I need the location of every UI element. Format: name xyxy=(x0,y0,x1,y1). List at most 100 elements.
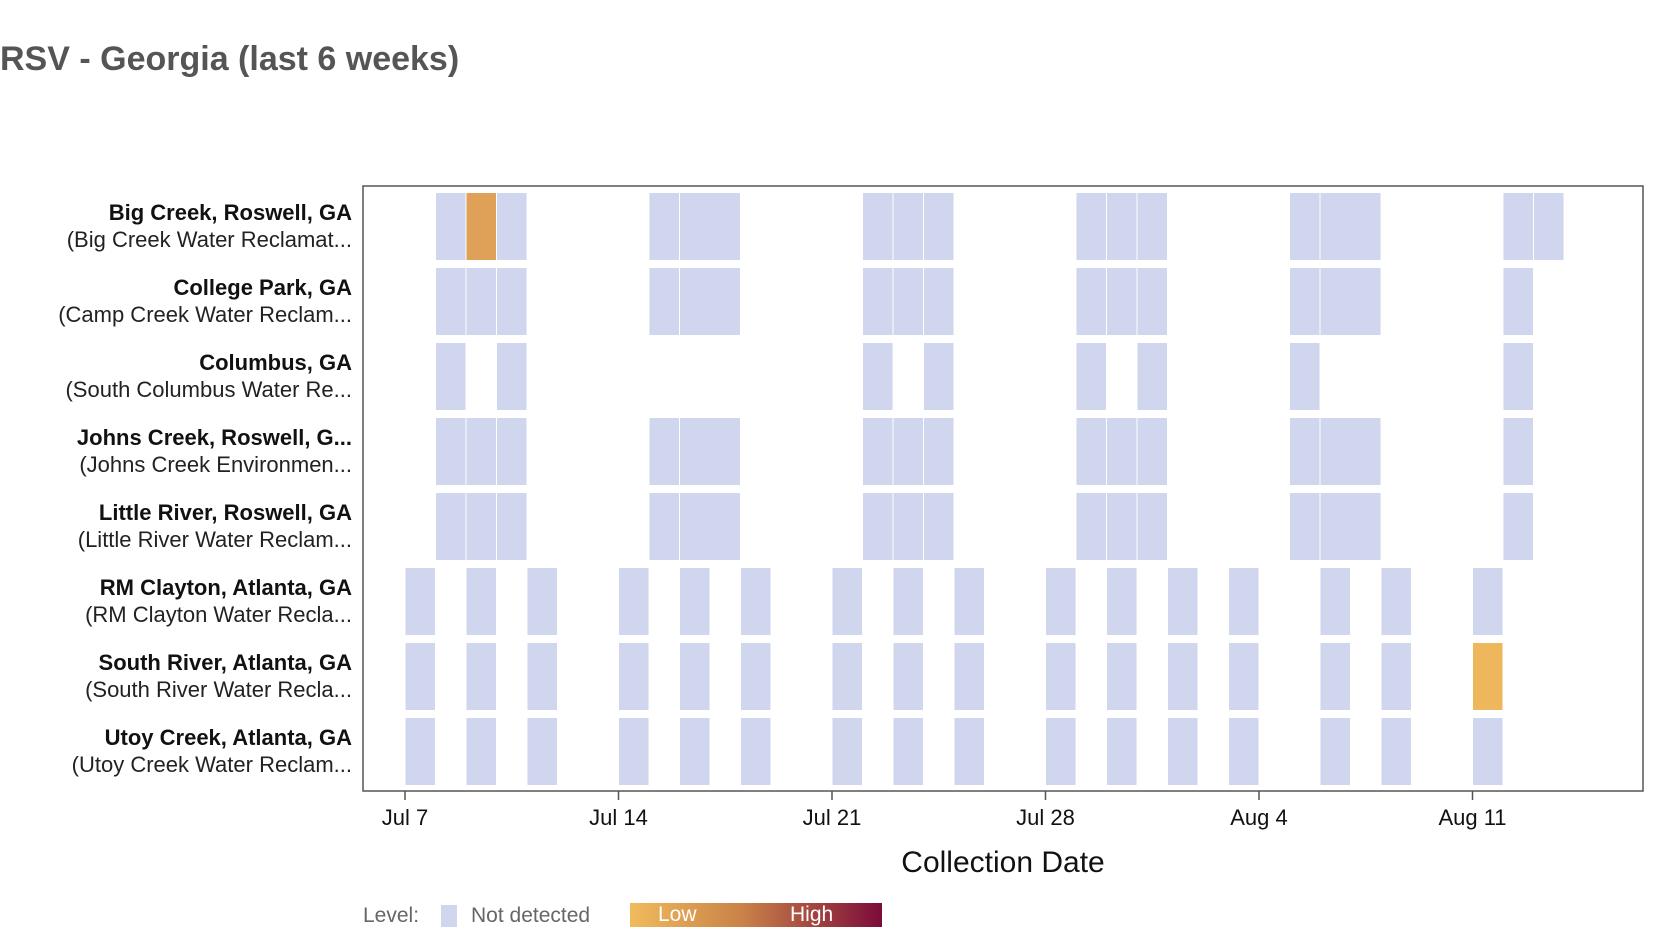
cell-utoy-creek-atlanta-ga-2024-07-11[interactable]: Utoy Creek, Atlanta, GA 2024-07-11: Not … xyxy=(527,718,558,785)
cell-college-park-ga-2024-08-12[interactable]: College Park, GA 2024-08-12: Not detecte… xyxy=(1503,268,1534,335)
cell-big-creek-roswell-ga-2024-07-09[interactable]: Big Creek, Roswell, GA 2024-07-09: Low xyxy=(466,193,497,260)
cell-college-park-ga-2024-07-15[interactable]: College Park, GA 2024-07-15: Not detecte… xyxy=(649,268,680,335)
cell-rm-clayton-atlanta-ga-2024-07-18[interactable]: RM Clayton, Atlanta, GA 2024-07-18: Not … xyxy=(741,568,771,635)
cell-little-river-roswell-ga-2024-07-16[interactable]: Little River, Roswell, GA 2024-07-16: No… xyxy=(680,493,740,560)
cell-little-river-roswell-ga-2024-08-06[interactable]: Little River, Roswell, GA 2024-08-06: No… xyxy=(1320,493,1381,560)
cell-south-river-atlanta-ga-2024-07-11[interactable]: South River, Atlanta, GA 2024-07-11: Not… xyxy=(527,643,558,710)
cell-little-river-roswell-ga-2024-08-12[interactable]: Little River, Roswell, GA 2024-08-12: No… xyxy=(1503,493,1534,560)
cell-columbus-ga-2024-08-05[interactable]: Columbus, GA 2024-08-05: Not detected xyxy=(1290,343,1320,410)
cell-little-river-roswell-ga-2024-07-10[interactable]: Little River, Roswell, GA 2024-07-10: No… xyxy=(497,493,527,560)
cell-johns-creek-roswell-ga-2024-07-08[interactable]: Johns Creek, Roswell, GA 2024-07-08: Not… xyxy=(436,418,466,485)
cell-rm-clayton-atlanta-ga-2024-07-16[interactable]: RM Clayton, Atlanta, GA 2024-07-16: Not … xyxy=(680,568,710,635)
cell-south-river-atlanta-ga-2024-07-09[interactable]: South River, Atlanta, GA 2024-07-09: Not… xyxy=(466,643,497,710)
cell-columbus-ga-2024-07-08[interactable]: Columbus, GA 2024-07-08: Not detected xyxy=(436,343,466,410)
cell-south-river-atlanta-ga-2024-07-23[interactable]: South River, Atlanta, GA 2024-07-23: Not… xyxy=(893,643,924,710)
cell-south-river-atlanta-ga-2024-07-21[interactable]: South River, Atlanta, GA 2024-07-21: Not… xyxy=(832,643,863,710)
cell-big-creek-roswell-ga-2024-08-13[interactable]: Big Creek, Roswell, GA 2024-08-13: Not d… xyxy=(1534,193,1564,260)
cell-college-park-ga-2024-07-09[interactable]: College Park, GA 2024-07-09: Not detecte… xyxy=(466,268,497,335)
cell-rm-clayton-atlanta-ga-2024-08-08[interactable]: RM Clayton, Atlanta, GA 2024-08-08: Not … xyxy=(1381,568,1412,635)
cell-utoy-creek-atlanta-ga-2024-08-11[interactable]: Utoy Creek, Atlanta, GA 2024-08-11: Not … xyxy=(1473,718,1503,785)
cell-utoy-creek-atlanta-ga-2024-07-21[interactable]: Utoy Creek, Atlanta, GA 2024-07-21: Not … xyxy=(832,718,863,785)
cell-utoy-creek-atlanta-ga-2024-08-03[interactable]: Utoy Creek, Atlanta, GA 2024-08-03: Not … xyxy=(1229,718,1259,785)
cell-johns-creek-roswell-ga-2024-07-16[interactable]: Johns Creek, Roswell, GA 2024-07-16: Not… xyxy=(680,418,740,485)
cell-utoy-creek-atlanta-ga-2024-07-14[interactable]: Utoy Creek, Atlanta, GA 2024-07-14: Not … xyxy=(619,718,649,785)
cell-south-river-atlanta-ga-2024-07-14[interactable]: South River, Atlanta, GA 2024-07-14: Not… xyxy=(619,643,649,710)
cell-johns-creek-roswell-ga-2024-07-29[interactable]: Johns Creek, Roswell, GA 2024-07-29: Not… xyxy=(1076,418,1107,485)
cell-rm-clayton-atlanta-ga-2024-08-03[interactable]: RM Clayton, Atlanta, GA 2024-08-03: Not … xyxy=(1229,568,1259,635)
cell-utoy-creek-atlanta-ga-2024-08-01[interactable]: Utoy Creek, Atlanta, GA 2024-08-01: Not … xyxy=(1168,718,1198,785)
cell-big-creek-roswell-ga-2024-07-22[interactable]: Big Creek, Roswell, GA 2024-07-22: Not d… xyxy=(863,193,893,260)
cell-johns-creek-roswell-ga-2024-07-10[interactable]: Johns Creek, Roswell, GA 2024-07-10: Not… xyxy=(497,418,527,485)
cell-big-creek-roswell-ga-2024-07-16[interactable]: Big Creek, Roswell, GA 2024-07-16: Not d… xyxy=(680,193,740,260)
cell-rm-clayton-atlanta-ga-2024-07-28[interactable]: RM Clayton, Atlanta, GA 2024-07-28: Not … xyxy=(1046,568,1076,635)
cell-little-river-roswell-ga-2024-07-23[interactable]: Little River, Roswell, GA 2024-07-23: No… xyxy=(893,493,924,560)
cell-rm-clayton-atlanta-ga-2024-07-30[interactable]: RM Clayton, Atlanta, GA 2024-07-30: Not … xyxy=(1107,568,1137,635)
cell-johns-creek-roswell-ga-2024-08-12[interactable]: Johns Creek, Roswell, GA 2024-08-12: Not… xyxy=(1503,418,1534,485)
cell-rm-clayton-atlanta-ga-2024-07-09[interactable]: RM Clayton, Atlanta, GA 2024-07-09: Not … xyxy=(466,568,497,635)
cell-rm-clayton-atlanta-ga-2024-07-25[interactable]: RM Clayton, Atlanta, GA 2024-07-25: Not … xyxy=(954,568,985,635)
cell-rm-clayton-atlanta-ga-2024-08-01[interactable]: RM Clayton, Atlanta, GA 2024-08-01: Not … xyxy=(1168,568,1198,635)
cell-big-creek-roswell-ga-2024-07-24[interactable]: Big Creek, Roswell, GA 2024-07-24: Not d… xyxy=(924,193,954,260)
cell-utoy-creek-atlanta-ga-2024-07-09[interactable]: Utoy Creek, Atlanta, GA 2024-07-09: Not … xyxy=(466,718,497,785)
cell-johns-creek-roswell-ga-2024-08-05[interactable]: Johns Creek, Roswell, GA 2024-08-05: Not… xyxy=(1290,418,1320,485)
cell-big-creek-roswell-ga-2024-07-23[interactable]: Big Creek, Roswell, GA 2024-07-23: Not d… xyxy=(893,193,924,260)
cell-big-creek-roswell-ga-2024-08-06[interactable]: Big Creek, Roswell, GA 2024-08-06: Not d… xyxy=(1320,193,1381,260)
cell-johns-creek-roswell-ga-2024-07-22[interactable]: Johns Creek, Roswell, GA 2024-07-22: Not… xyxy=(863,418,893,485)
cell-johns-creek-roswell-ga-2024-07-31[interactable]: Johns Creek, Roswell, GA 2024-07-31: Not… xyxy=(1137,418,1168,485)
cell-south-river-atlanta-ga-2024-08-01[interactable]: South River, Atlanta, GA 2024-08-01: Not… xyxy=(1168,643,1198,710)
cell-utoy-creek-atlanta-ga-2024-07-18[interactable]: Utoy Creek, Atlanta, GA 2024-07-18: Not … xyxy=(741,718,771,785)
cell-big-creek-roswell-ga-2024-08-05[interactable]: Big Creek, Roswell, GA 2024-08-05: Not d… xyxy=(1290,193,1320,260)
cell-college-park-ga-2024-07-16[interactable]: College Park, GA 2024-07-16: Not detecte… xyxy=(680,268,740,335)
cell-little-river-roswell-ga-2024-07-22[interactable]: Little River, Roswell, GA 2024-07-22: No… xyxy=(863,493,893,560)
cell-big-creek-roswell-ga-2024-07-10[interactable]: Big Creek, Roswell, GA 2024-07-10: Not d… xyxy=(497,193,527,260)
cell-johns-creek-roswell-ga-2024-07-23[interactable]: Johns Creek, Roswell, GA 2024-07-23: Not… xyxy=(893,418,924,485)
cell-johns-creek-roswell-ga-2024-07-30[interactable]: Johns Creek, Roswell, GA 2024-07-30: Not… xyxy=(1107,418,1137,485)
cell-rm-clayton-atlanta-ga-2024-07-14[interactable]: RM Clayton, Atlanta, GA 2024-07-14: Not … xyxy=(619,568,649,635)
cell-little-river-roswell-ga-2024-07-15[interactable]: Little River, Roswell, GA 2024-07-15: No… xyxy=(649,493,680,560)
cell-utoy-creek-atlanta-ga-2024-07-28[interactable]: Utoy Creek, Atlanta, GA 2024-07-28: Not … xyxy=(1046,718,1076,785)
cell-utoy-creek-atlanta-ga-2024-07-30[interactable]: Utoy Creek, Atlanta, GA 2024-07-30: Not … xyxy=(1107,718,1137,785)
cell-college-park-ga-2024-08-06[interactable]: College Park, GA 2024-08-06: Not detecte… xyxy=(1320,268,1381,335)
cell-rm-clayton-atlanta-ga-2024-07-07[interactable]: RM Clayton, Atlanta, GA 2024-07-07: Not … xyxy=(405,568,436,635)
cell-college-park-ga-2024-07-30[interactable]: College Park, GA 2024-07-30: Not detecte… xyxy=(1107,268,1137,335)
cell-rm-clayton-atlanta-ga-2024-08-11[interactable]: RM Clayton, Atlanta, GA 2024-08-11: Not … xyxy=(1473,568,1503,635)
cell-south-river-atlanta-ga-2024-07-16[interactable]: South River, Atlanta, GA 2024-07-16: Not… xyxy=(680,643,710,710)
cell-little-river-roswell-ga-2024-07-30[interactable]: Little River, Roswell, GA 2024-07-30: No… xyxy=(1107,493,1137,560)
cell-south-river-atlanta-ga-2024-08-11[interactable]: South River, Atlanta, GA 2024-08-11: Low xyxy=(1473,643,1503,710)
cell-college-park-ga-2024-07-08[interactable]: College Park, GA 2024-07-08: Not detecte… xyxy=(436,268,466,335)
cell-little-river-roswell-ga-2024-07-09[interactable]: Little River, Roswell, GA 2024-07-09: No… xyxy=(466,493,497,560)
cell-college-park-ga-2024-07-24[interactable]: College Park, GA 2024-07-24: Not detecte… xyxy=(924,268,954,335)
cell-south-river-atlanta-ga-2024-07-28[interactable]: South River, Atlanta, GA 2024-07-28: Not… xyxy=(1046,643,1076,710)
cell-south-river-atlanta-ga-2024-08-06[interactable]: South River, Atlanta, GA 2024-08-06: Not… xyxy=(1320,643,1351,710)
cell-columbus-ga-2024-07-24[interactable]: Columbus, GA 2024-07-24: Not detected xyxy=(924,343,954,410)
cell-columbus-ga-2024-07-31[interactable]: Columbus, GA 2024-07-31: Not detected xyxy=(1137,343,1168,410)
cell-columbus-ga-2024-07-22[interactable]: Columbus, GA 2024-07-22: Not detected xyxy=(863,343,893,410)
cell-big-creek-roswell-ga-2024-07-08[interactable]: Big Creek, Roswell, GA 2024-07-08: Not d… xyxy=(436,193,466,260)
cell-south-river-atlanta-ga-2024-07-07[interactable]: South River, Atlanta, GA 2024-07-07: Not… xyxy=(405,643,436,710)
cell-south-river-atlanta-ga-2024-08-03[interactable]: South River, Atlanta, GA 2024-08-03: Not… xyxy=(1229,643,1259,710)
cell-rm-clayton-atlanta-ga-2024-07-21[interactable]: RM Clayton, Atlanta, GA 2024-07-21: Not … xyxy=(832,568,863,635)
cell-little-river-roswell-ga-2024-08-05[interactable]: Little River, Roswell, GA 2024-08-05: No… xyxy=(1290,493,1320,560)
cell-little-river-roswell-ga-2024-07-24[interactable]: Little River, Roswell, GA 2024-07-24: No… xyxy=(924,493,954,560)
cell-little-river-roswell-ga-2024-07-29[interactable]: Little River, Roswell, GA 2024-07-29: No… xyxy=(1076,493,1107,560)
cell-rm-clayton-atlanta-ga-2024-08-06[interactable]: RM Clayton, Atlanta, GA 2024-08-06: Not … xyxy=(1320,568,1351,635)
cell-big-creek-roswell-ga-2024-07-31[interactable]: Big Creek, Roswell, GA 2024-07-31: Not d… xyxy=(1137,193,1168,260)
cell-rm-clayton-atlanta-ga-2024-07-11[interactable]: RM Clayton, Atlanta, GA 2024-07-11: Not … xyxy=(527,568,558,635)
cell-rm-clayton-atlanta-ga-2024-07-23[interactable]: RM Clayton, Atlanta, GA 2024-07-23: Not … xyxy=(893,568,924,635)
cell-little-river-roswell-ga-2024-07-08[interactable]: Little River, Roswell, GA 2024-07-08: No… xyxy=(436,493,466,560)
cell-college-park-ga-2024-08-05[interactable]: College Park, GA 2024-08-05: Not detecte… xyxy=(1290,268,1320,335)
cell-johns-creek-roswell-ga-2024-08-06[interactable]: Johns Creek, Roswell, GA 2024-08-06: Not… xyxy=(1320,418,1381,485)
cell-utoy-creek-atlanta-ga-2024-07-07[interactable]: Utoy Creek, Atlanta, GA 2024-07-07: Not … xyxy=(405,718,436,785)
cell-utoy-creek-atlanta-ga-2024-08-06[interactable]: Utoy Creek, Atlanta, GA 2024-08-06: Not … xyxy=(1320,718,1351,785)
cell-little-river-roswell-ga-2024-07-31[interactable]: Little River, Roswell, GA 2024-07-31: No… xyxy=(1137,493,1168,560)
cell-utoy-creek-atlanta-ga-2024-07-25[interactable]: Utoy Creek, Atlanta, GA 2024-07-25: Not … xyxy=(954,718,985,785)
cell-south-river-atlanta-ga-2024-08-08[interactable]: South River, Atlanta, GA 2024-08-08: Not… xyxy=(1381,643,1412,710)
cell-south-river-atlanta-ga-2024-07-18[interactable]: South River, Atlanta, GA 2024-07-18: Not… xyxy=(741,643,771,710)
cell-south-river-atlanta-ga-2024-07-30[interactable]: South River, Atlanta, GA 2024-07-30: Not… xyxy=(1107,643,1137,710)
cell-big-creek-roswell-ga-2024-07-30[interactable]: Big Creek, Roswell, GA 2024-07-30: Not d… xyxy=(1107,193,1137,260)
cell-big-creek-roswell-ga-2024-07-15[interactable]: Big Creek, Roswell, GA 2024-07-15: Not d… xyxy=(649,193,680,260)
cell-south-river-atlanta-ga-2024-07-25[interactable]: South River, Atlanta, GA 2024-07-25: Not… xyxy=(954,643,985,710)
cell-big-creek-roswell-ga-2024-08-12[interactable]: Big Creek, Roswell, GA 2024-08-12: Not d… xyxy=(1503,193,1534,260)
cell-college-park-ga-2024-07-22[interactable]: College Park, GA 2024-07-22: Not detecte… xyxy=(863,268,893,335)
cell-columbus-ga-2024-07-29[interactable]: Columbus, GA 2024-07-29: Not detected xyxy=(1076,343,1107,410)
